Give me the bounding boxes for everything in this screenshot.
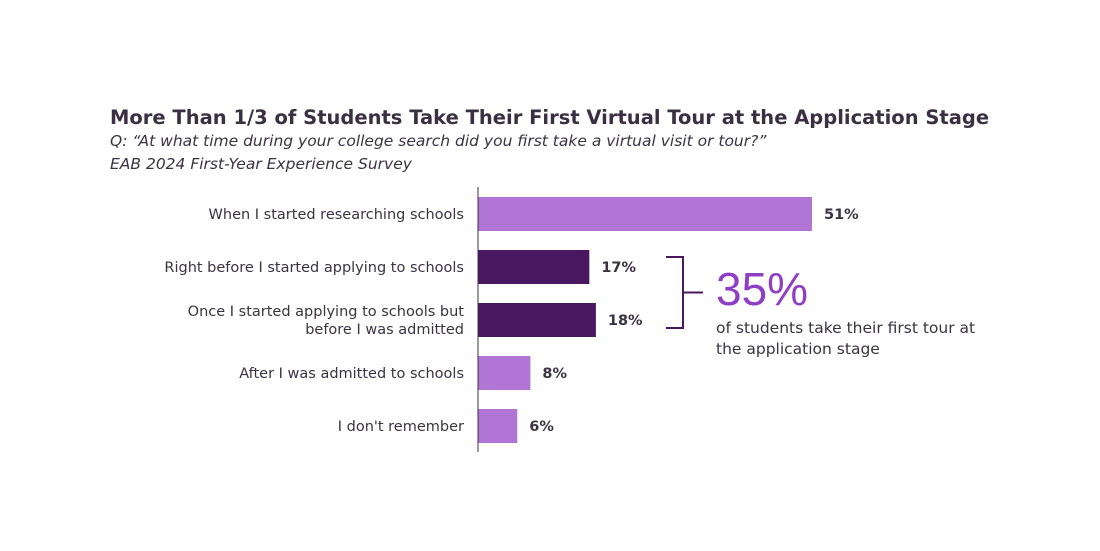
bracket bbox=[666, 256, 703, 329]
category-label: When I started researching schools bbox=[209, 207, 464, 223]
chart-source: EAB 2024 First-Year Experience Survey bbox=[110, 155, 412, 173]
bar bbox=[478, 356, 531, 390]
bar bbox=[478, 303, 596, 337]
data-label: 6% bbox=[529, 419, 554, 435]
chart-subtitle: Q: “At what time during your college sea… bbox=[110, 132, 767, 150]
data-label: 17% bbox=[601, 260, 636, 276]
category-label: I don't remember bbox=[338, 419, 464, 435]
category-label: before I was admitted bbox=[305, 322, 464, 338]
category-label: Once I started applying to schools but bbox=[188, 304, 465, 320]
callout-text: of students take their first tour at the… bbox=[716, 319, 976, 358]
chart-title: More Than 1/3 of Students Take Their Fir… bbox=[110, 106, 990, 129]
bar bbox=[478, 250, 590, 284]
data-label: 51% bbox=[824, 207, 859, 223]
bar bbox=[478, 409, 518, 443]
data-label: 8% bbox=[542, 366, 567, 382]
data-label: 18% bbox=[608, 313, 643, 329]
category-label: After I was admitted to schools bbox=[239, 366, 464, 382]
callout-value: 35% bbox=[716, 263, 809, 315]
bar bbox=[478, 197, 812, 231]
category-label: Right before I started applying to schoo… bbox=[164, 260, 464, 276]
